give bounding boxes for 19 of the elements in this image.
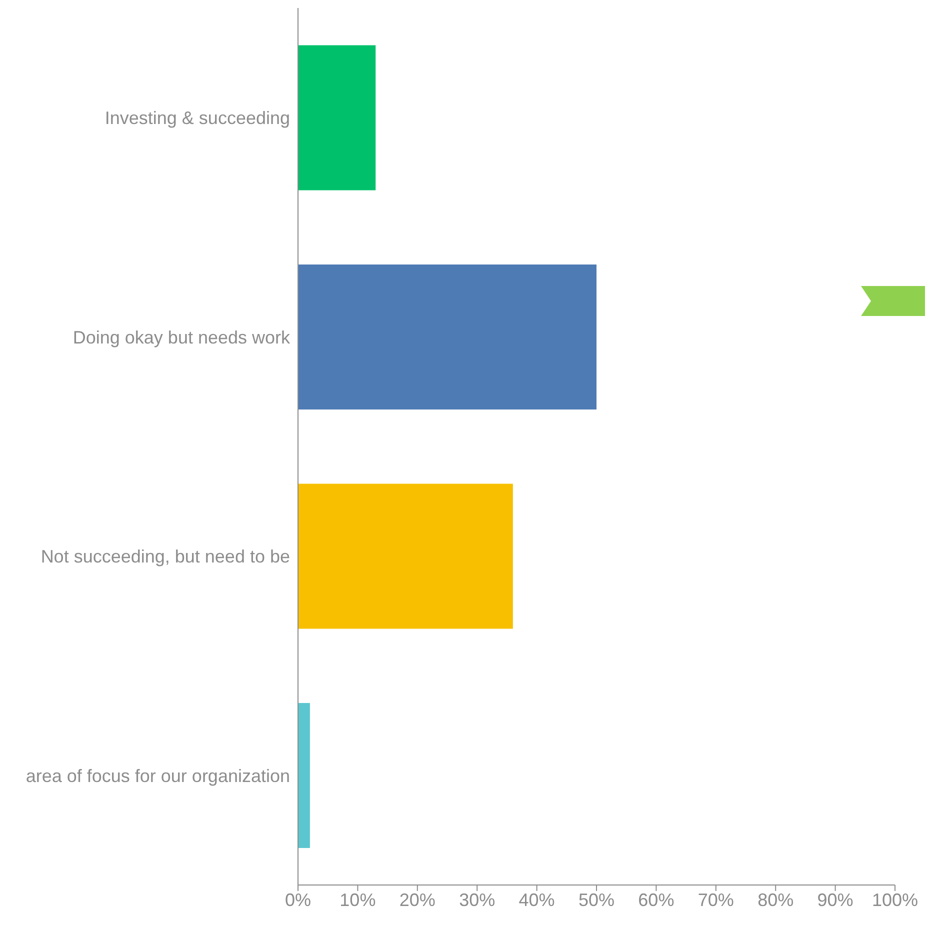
x-tick-label: 70% xyxy=(698,890,734,910)
bar xyxy=(298,45,376,190)
y-tick-label: Investing & succeeding xyxy=(104,108,290,128)
x-tick-label: 50% xyxy=(578,890,615,910)
y-tick-label: area of focus for our organization xyxy=(26,766,290,786)
x-tick-label: 100% xyxy=(872,890,918,910)
x-tick-label: 10% xyxy=(340,890,376,910)
bar xyxy=(298,484,513,629)
x-tick-label: 60% xyxy=(638,890,674,910)
x-tick-label: 40% xyxy=(518,890,555,910)
bar xyxy=(298,703,310,848)
bar xyxy=(298,264,596,410)
x-tick-label: 0% xyxy=(284,890,312,910)
x-tick-label: 30% xyxy=(459,890,496,910)
x-tick-label: 90% xyxy=(817,890,854,910)
x-tick-label: 20% xyxy=(399,890,436,910)
x-tick-label: 80% xyxy=(758,890,794,910)
y-tick-label: Not succeeding, but need to be xyxy=(40,546,290,567)
y-tick-label: Doing okay but needs work xyxy=(72,327,291,348)
